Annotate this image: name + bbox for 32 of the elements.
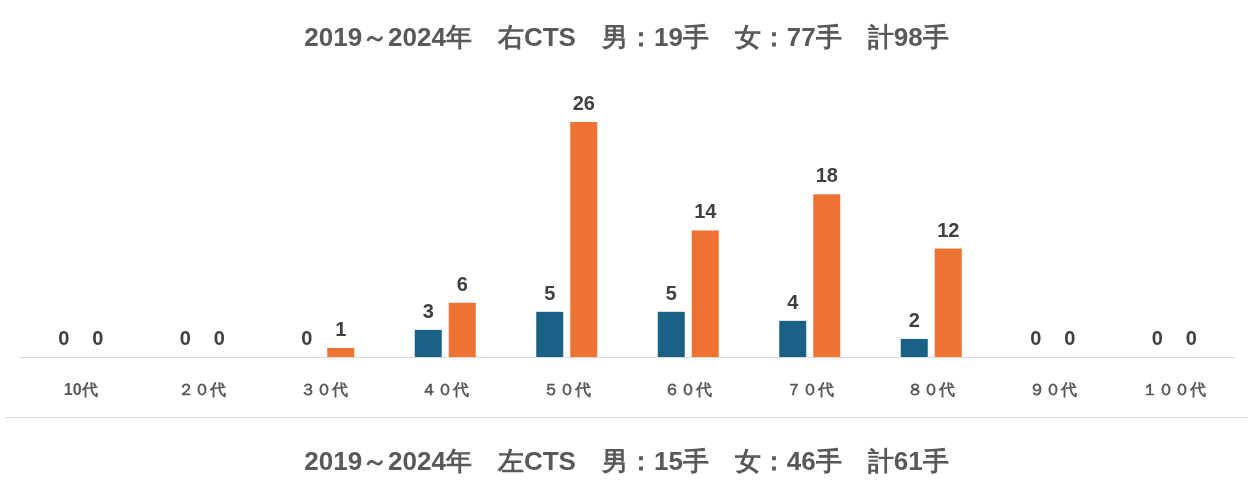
xtick: ５０代	[542, 381, 591, 398]
label: 26	[572, 92, 595, 114]
label: 0	[92, 327, 104, 349]
label: 3	[422, 299, 434, 322]
xtick: ８０代	[907, 381, 956, 398]
label: 0	[1185, 327, 1197, 349]
xtick: ４０代	[421, 381, 470, 398]
label: 0	[213, 327, 225, 349]
title: 2019～2024年 右CTS 男：19手 女：77手 計98手	[304, 22, 949, 52]
annotation: 2019～2024年 左CTS 男：15手 女：46手 計61手	[304, 446, 949, 476]
label: 12	[937, 218, 960, 241]
label: 0	[301, 327, 313, 349]
label: 2	[908, 308, 920, 331]
xtick: ６０代	[664, 381, 713, 398]
label: 0	[58, 327, 70, 349]
label: 0	[179, 327, 191, 349]
xtick: ３０代	[299, 381, 348, 398]
label: 1	[335, 317, 347, 340]
label: 5	[665, 281, 677, 304]
xtick: ９０代	[1028, 381, 1077, 398]
label: 18	[815, 164, 838, 187]
label: 0	[1064, 327, 1076, 349]
label: 0	[1030, 327, 1042, 349]
xtick: ２０代	[178, 381, 227, 398]
label: 5	[544, 281, 556, 304]
label: 6	[456, 272, 468, 295]
xtick: ７０代	[785, 381, 834, 398]
label: 0	[1151, 327, 1163, 349]
xtick: 10代	[63, 381, 98, 398]
xtick: １００代	[1142, 381, 1207, 398]
label: 14	[694, 200, 717, 223]
label: 4	[787, 290, 799, 313]
